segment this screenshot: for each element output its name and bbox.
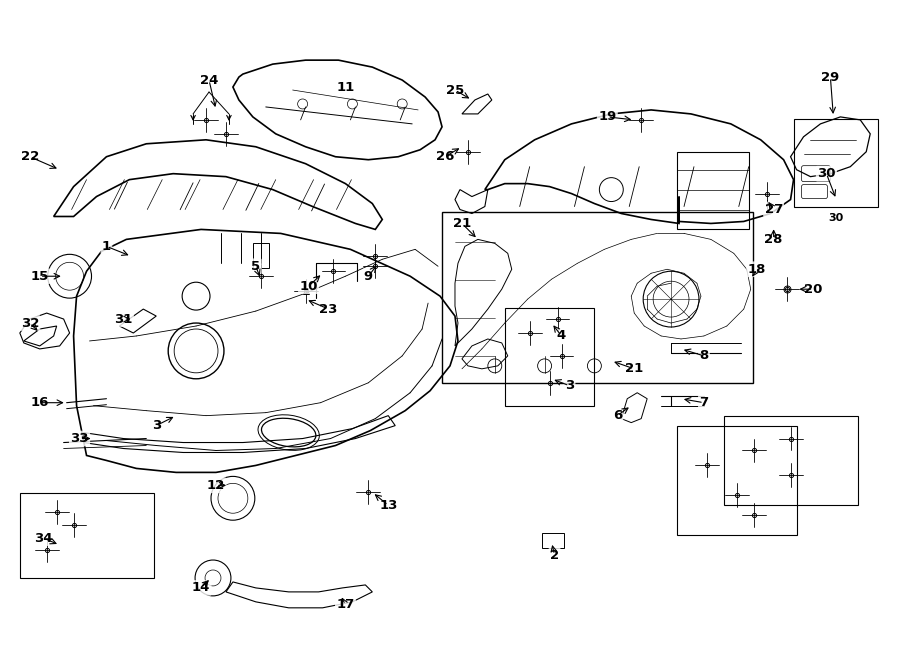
Text: 30: 30 xyxy=(829,214,844,223)
Text: 3: 3 xyxy=(565,379,574,392)
Text: 18: 18 xyxy=(748,263,766,276)
Text: 32: 32 xyxy=(21,317,39,330)
Text: 10: 10 xyxy=(300,280,318,293)
Bar xyxy=(20,493,154,578)
Text: 7: 7 xyxy=(699,396,708,409)
Text: 16: 16 xyxy=(31,396,49,409)
Text: 22: 22 xyxy=(21,150,39,163)
Text: 2: 2 xyxy=(550,549,559,562)
Bar xyxy=(724,416,859,505)
Bar xyxy=(442,212,752,383)
Bar xyxy=(677,152,749,229)
Text: 29: 29 xyxy=(822,71,840,83)
Text: 20: 20 xyxy=(805,283,823,295)
Text: 17: 17 xyxy=(337,598,355,611)
Bar xyxy=(794,119,878,206)
Text: 26: 26 xyxy=(436,150,454,163)
Bar xyxy=(677,426,796,535)
Text: 5: 5 xyxy=(251,260,260,273)
Text: 9: 9 xyxy=(364,270,373,283)
Text: 30: 30 xyxy=(817,167,836,180)
Text: 21: 21 xyxy=(626,362,644,375)
Text: 8: 8 xyxy=(699,350,708,362)
Text: 14: 14 xyxy=(192,582,211,594)
Text: 34: 34 xyxy=(34,531,53,545)
Bar xyxy=(505,308,594,406)
Text: 3: 3 xyxy=(151,419,161,432)
Text: 13: 13 xyxy=(379,499,398,512)
Text: 19: 19 xyxy=(598,110,616,124)
Text: 15: 15 xyxy=(31,270,49,283)
Text: 33: 33 xyxy=(70,432,89,445)
Bar xyxy=(253,243,269,268)
Bar xyxy=(542,533,563,548)
Text: 11: 11 xyxy=(337,81,355,93)
Text: 21: 21 xyxy=(453,217,471,230)
Text: 27: 27 xyxy=(764,203,783,216)
Text: 6: 6 xyxy=(613,409,622,422)
Text: 31: 31 xyxy=(114,313,132,326)
Text: 25: 25 xyxy=(446,83,464,97)
Text: 4: 4 xyxy=(557,329,566,342)
Text: 24: 24 xyxy=(200,73,218,87)
Text: 1: 1 xyxy=(102,240,111,253)
Text: 28: 28 xyxy=(764,233,783,246)
Text: 23: 23 xyxy=(320,303,338,315)
Text: 12: 12 xyxy=(207,479,225,492)
